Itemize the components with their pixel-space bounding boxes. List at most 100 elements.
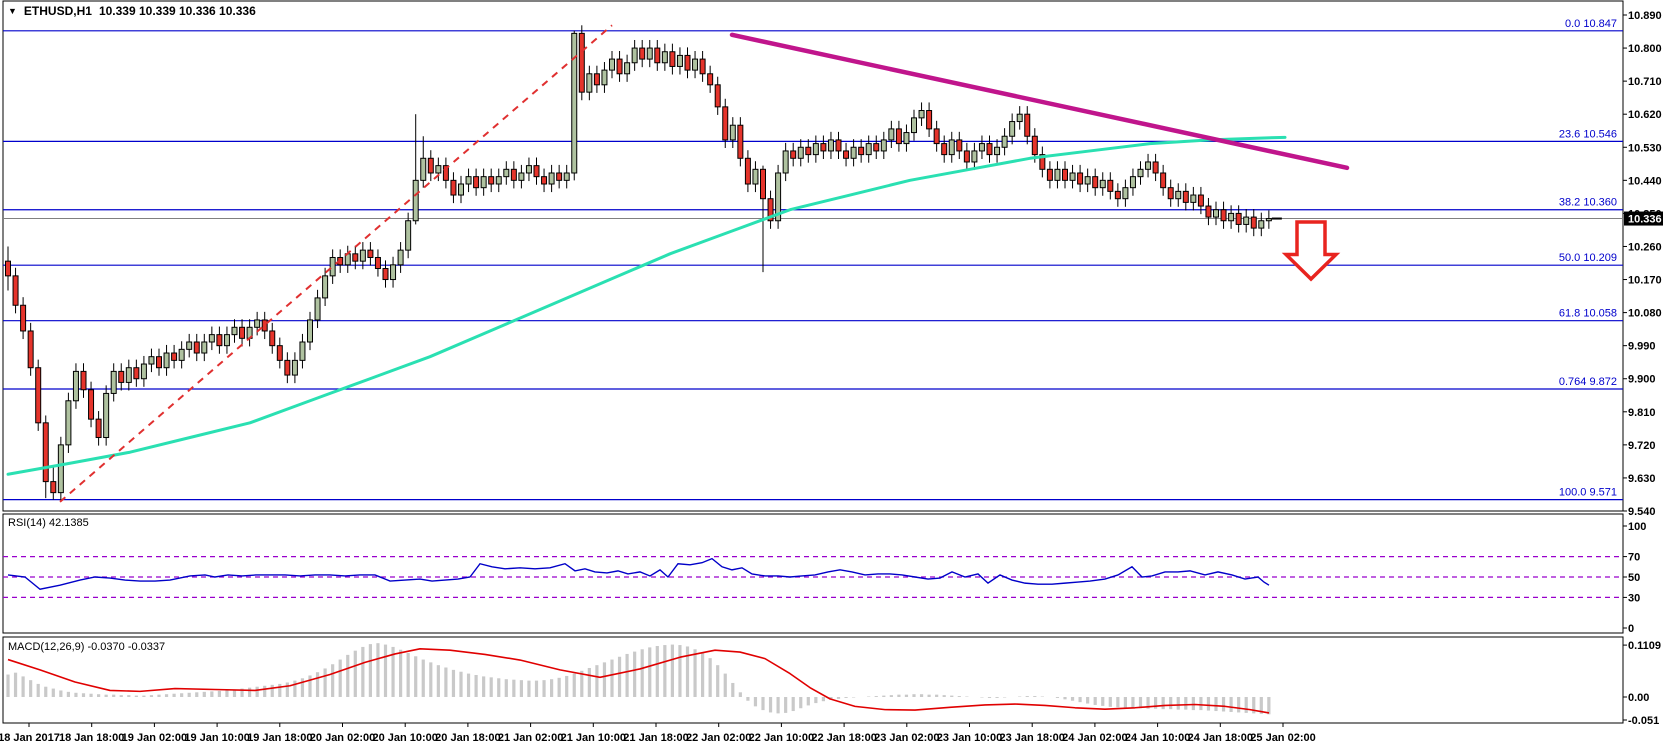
bear-candle[interactable] bbox=[654, 47, 661, 64]
bull-candle[interactable] bbox=[465, 176, 472, 185]
bear-candle[interactable] bbox=[1152, 161, 1159, 174]
bear-candle[interactable] bbox=[88, 389, 95, 420]
bull-candle[interactable] bbox=[1129, 176, 1136, 189]
bear-candle[interactable] bbox=[1046, 168, 1053, 181]
bear-candle[interactable] bbox=[556, 172, 563, 181]
bear-candle[interactable] bbox=[1182, 190, 1189, 203]
bull-candle[interactable] bbox=[186, 341, 193, 350]
bear-candle[interactable] bbox=[1205, 205, 1212, 218]
bear-candle[interactable] bbox=[1077, 172, 1084, 185]
bull-candle[interactable] bbox=[525, 165, 532, 174]
bull-candle[interactable] bbox=[1099, 179, 1106, 189]
bull-candle[interactable] bbox=[57, 444, 64, 494]
rsi-line[interactable] bbox=[7, 557, 1270, 590]
bear-candle[interactable] bbox=[790, 150, 797, 159]
bull-candle[interactable] bbox=[458, 183, 464, 196]
bull-candle[interactable] bbox=[1009, 121, 1016, 137]
bear-candle[interactable] bbox=[767, 198, 774, 222]
bull-candle[interactable] bbox=[110, 370, 117, 394]
bear-candle[interactable] bbox=[895, 128, 902, 145]
bear-candle[interactable] bbox=[35, 367, 42, 424]
support-trendline-dashed[interactable] bbox=[59, 24, 613, 503]
bear-candle[interactable] bbox=[5, 260, 11, 277]
bear-candle[interactable] bbox=[737, 124, 744, 159]
bear-candle[interactable] bbox=[669, 51, 676, 67]
bull-candle[interactable] bbox=[103, 392, 110, 439]
bear-candle[interactable] bbox=[442, 165, 449, 181]
bull-candle[interactable] bbox=[948, 139, 955, 156]
bear-candle[interactable] bbox=[1107, 179, 1114, 192]
macd-signal-line[interactable] bbox=[7, 647, 1270, 714]
bull-candle[interactable] bbox=[140, 363, 147, 380]
bull-candle[interactable] bbox=[692, 58, 699, 71]
bear-candle[interactable] bbox=[684, 54, 691, 71]
bull-candle[interactable] bbox=[609, 58, 615, 71]
bull-candle[interactable] bbox=[661, 51, 668, 64]
bear-candle[interactable] bbox=[171, 352, 178, 361]
bull-candle[interactable] bbox=[231, 326, 238, 336]
bull-candle[interactable] bbox=[752, 168, 759, 185]
bear-candle[interactable] bbox=[616, 58, 623, 75]
bull-candle[interactable] bbox=[1258, 220, 1265, 229]
bear-candle[interactable] bbox=[374, 256, 381, 270]
bear-candle[interactable] bbox=[156, 356, 162, 369]
bull-candle[interactable] bbox=[254, 319, 261, 328]
bear-candle[interactable] bbox=[239, 326, 246, 339]
bear-candle[interactable] bbox=[12, 275, 19, 306]
bull-candle[interactable] bbox=[435, 165, 442, 174]
bear-candle[interactable] bbox=[873, 143, 880, 152]
bull-candle[interactable] bbox=[359, 249, 366, 262]
bear-candle[interactable] bbox=[382, 268, 389, 281]
bull-candle[interactable] bbox=[1054, 168, 1061, 181]
bear-candle[interactable] bbox=[744, 157, 751, 185]
bull-candle[interactable] bbox=[827, 139, 834, 152]
bear-candle[interactable] bbox=[473, 176, 480, 189]
bear-candle[interactable] bbox=[714, 84, 721, 108]
bull-candle[interactable] bbox=[1228, 212, 1235, 222]
bear-candle[interactable] bbox=[1220, 209, 1227, 222]
moving-average-line[interactable] bbox=[6, 135, 1287, 476]
bull-candle[interactable] bbox=[291, 359, 298, 376]
bear-candle[interactable] bbox=[118, 370, 125, 383]
bull-candle[interactable] bbox=[812, 143, 819, 156]
bear-candle[interactable] bbox=[835, 139, 842, 152]
bull-candle[interactable] bbox=[563, 172, 570, 181]
bear-candle[interactable] bbox=[1092, 176, 1099, 189]
bull-candle[interactable] bbox=[314, 297, 321, 321]
bull-candle[interactable] bbox=[412, 179, 419, 222]
bear-candle[interactable] bbox=[193, 341, 200, 354]
bear-candle[interactable] bbox=[50, 481, 57, 494]
bear-candle[interactable] bbox=[1062, 168, 1068, 181]
bull-candle[interactable] bbox=[971, 150, 978, 163]
bear-candle[interactable] bbox=[926, 110, 933, 130]
bull-candle[interactable] bbox=[307, 319, 313, 343]
downtrend-line[interactable] bbox=[729, 32, 1350, 171]
bear-candle[interactable] bbox=[760, 168, 766, 200]
bull-candle[interactable] bbox=[1001, 135, 1008, 148]
bear-candle[interactable] bbox=[1160, 172, 1167, 189]
bull-candle[interactable] bbox=[125, 367, 132, 383]
bear-candle[interactable] bbox=[541, 176, 548, 185]
bear-candle[interactable] bbox=[1031, 135, 1038, 156]
bull-candle[interactable] bbox=[201, 341, 208, 354]
bull-candle[interactable] bbox=[911, 117, 917, 134]
bull-candle[interactable] bbox=[729, 124, 736, 141]
bear-candle[interactable] bbox=[722, 106, 729, 141]
bull-candle[interactable] bbox=[322, 275, 329, 299]
bull-candle[interactable] bbox=[420, 157, 427, 181]
bull-candle[interactable] bbox=[978, 143, 985, 152]
bear-candle[interactable] bbox=[533, 165, 540, 178]
bull-candle[interactable] bbox=[1137, 168, 1144, 178]
bull-candle[interactable] bbox=[1084, 176, 1091, 185]
bull-candle[interactable] bbox=[631, 47, 638, 64]
bull-candle[interactable] bbox=[850, 146, 857, 159]
bull-candle[interactable] bbox=[1016, 113, 1023, 123]
bear-candle[interactable] bbox=[986, 143, 993, 156]
bull-candle[interactable] bbox=[880, 139, 887, 152]
bull-candle[interactable] bbox=[65, 400, 72, 446]
bear-candle[interactable] bbox=[450, 179, 457, 196]
bear-candle[interactable] bbox=[858, 146, 865, 156]
bear-candle[interactable] bbox=[42, 422, 49, 483]
bull-candle[interactable] bbox=[1265, 218, 1272, 222]
